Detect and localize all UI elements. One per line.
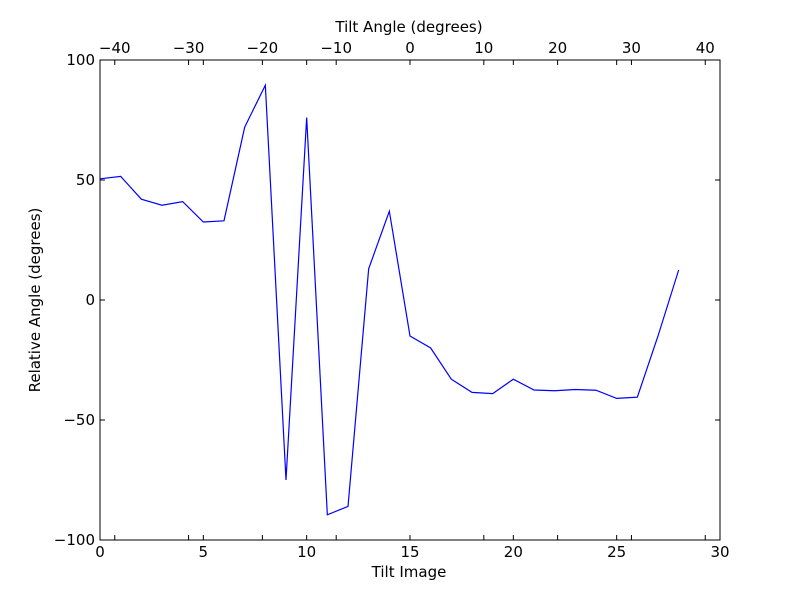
x2-tick-label: 30 [622,39,641,57]
y-tick-label: 50 [76,171,95,189]
y-axis-title: Relative Angle (degrees) [26,208,44,393]
x2-axis-title: Tilt Angle (degrees) [334,18,482,36]
x2-tick-label: 10 [474,39,493,57]
x-tick-label: 25 [607,543,626,561]
x2-tick-label: 40 [696,39,715,57]
x2-tick-label: 20 [548,39,567,57]
y-tick-label: 0 [85,291,95,309]
x-tick-label: 20 [504,543,523,561]
y-tick-label: 100 [66,51,95,69]
x2-tick-label: 0 [405,39,415,57]
series-line [99,82,680,516]
y-tick-label: −50 [63,411,95,429]
plot-frame [99,59,721,541]
x2-tick-label: −20 [247,39,279,57]
x-tick-label: 15 [400,543,419,561]
x2-tick-label: −30 [173,39,205,57]
x2-tick-label: −10 [320,39,352,57]
x-axis-title: Tilt Image [371,563,447,581]
y-tick-label: −100 [54,531,95,549]
x-tick-label: 30 [710,543,729,561]
x-tick-label: 10 [297,543,316,561]
x2-tick-label: −40 [99,39,131,57]
x-tick-label: 5 [199,543,209,561]
x-tick-label: 0 [95,543,105,561]
